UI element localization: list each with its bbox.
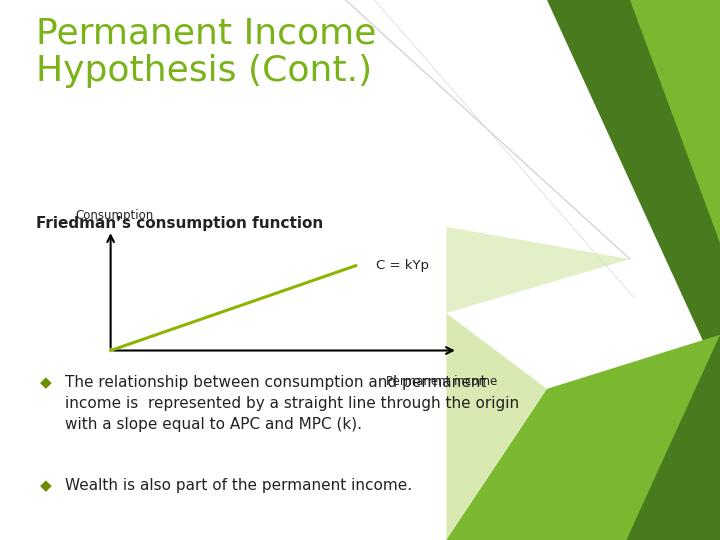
Polygon shape <box>547 0 720 378</box>
Polygon shape <box>446 259 630 389</box>
Text: Permanent income: Permanent income <box>386 375 497 388</box>
Text: ◆: ◆ <box>40 375 51 390</box>
Polygon shape <box>446 313 547 540</box>
Text: Wealth is also part of the permanent income.: Wealth is also part of the permanent inc… <box>65 478 412 493</box>
Polygon shape <box>446 227 630 313</box>
Text: Consumption: Consumption <box>75 208 153 221</box>
Text: Permanent Income
Hypothesis (Cont.): Permanent Income Hypothesis (Cont.) <box>36 16 377 88</box>
Text: Friedman’s consumption function: Friedman’s consumption function <box>36 216 323 231</box>
Polygon shape <box>547 335 720 540</box>
Text: C = kYp: C = kYp <box>376 259 429 272</box>
Text: The relationship between consumption and permanent
income is  represented by a s: The relationship between consumption and… <box>65 375 519 433</box>
Polygon shape <box>446 335 720 540</box>
Polygon shape <box>630 0 720 243</box>
Text: ◆: ◆ <box>40 478 51 493</box>
